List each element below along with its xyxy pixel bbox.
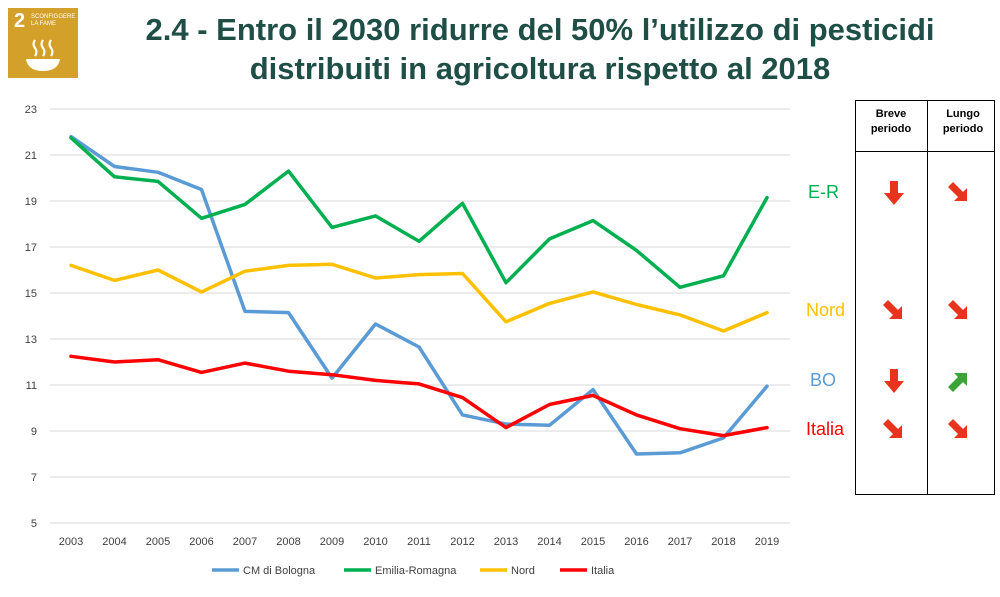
trend-row-label: Italia [806,419,845,439]
x-tick-label: 2008 [276,536,300,548]
x-tick-label: 2013 [494,536,518,548]
sdg-number: 2 [14,10,26,32]
x-tick-label: 2012 [450,536,474,548]
series-line-italia [69,354,769,438]
arrow-down-icon-shape [884,181,904,205]
legend-label: Nord [511,565,535,577]
y-tick-label: 11 [26,380,37,392]
arrow-down-icon [884,181,904,205]
y-tick-label: 5 [31,518,37,530]
arrow-down-right-icon-shape [948,300,967,319]
x-tick-label: 2011 [407,536,431,548]
x-tick-label: 2019 [755,536,779,548]
trend-table-divider [927,101,928,494]
y-tick-label: 13 [25,334,37,346]
legend-label: Italia [591,565,615,577]
y-tick-label: 15 [25,288,37,300]
y-tick-label: 23 [25,104,37,116]
legend-label: Emilia-Romagna [375,565,457,577]
trend-table: Breve periodo Lungo periodo [855,100,995,495]
page-title: 2.4 - Entro il 2030 ridurre del 50% l’ut… [100,10,980,88]
y-tick-label: 17 [25,242,37,254]
sdg-goal-2-logo: 2 SCONFIGGERE LA FAME [8,8,78,78]
arrow-up-right-icon [948,373,967,392]
legend-label: CM di Bologna [243,565,316,577]
col-header-short-term: Breve periodo [870,108,912,135]
x-tick-label: 2005 [146,536,170,548]
trend-row-label: BO [810,370,837,390]
x-tick-label: 2010 [363,536,387,548]
x-tick-label: 2003 [59,536,83,548]
title-line-1: 2.4 - Entro il 2030 ridurre del 50% l’ut… [145,12,935,47]
trend-row-label: E-R [808,182,839,202]
x-tick-label: 2015 [581,536,605,548]
x-tick-label: 2016 [624,536,648,548]
arrow-down-right-icon [948,419,967,438]
arrow-down-right-icon [883,300,902,319]
y-tick-label: 19 [25,196,37,208]
y-tick-label: 9 [31,426,37,438]
arrow-down-right-icon-shape [883,300,902,319]
arrow-up-right-icon-shape [948,373,967,392]
x-tick-label: 2017 [668,536,692,548]
x-tick-label: 2007 [233,536,257,548]
x-tick-label: 2006 [189,536,213,548]
arrow-down-right-icon-shape [883,419,902,438]
arrow-down-right-icon [883,419,902,438]
sdg-goal-text: SCONFIGGERE LA FAME [31,14,76,27]
series-line-cm-di-bologna [69,134,769,456]
x-tick-label: 2004 [102,536,126,548]
trend-table-header [856,101,994,152]
arrow-down-right-icon [948,182,967,201]
y-tick-label: 21 [25,150,37,162]
arrow-down-icon-shape [884,369,904,393]
arrow-down-right-icon-shape [948,419,967,438]
x-tick-label: 2018 [711,536,735,548]
title-line-2: distribuiti in agricoltura rispetto al 2… [249,51,831,86]
y-tick-label: 7 [31,472,37,484]
x-tick-label: 2014 [537,536,561,548]
arrow-down-icon [884,369,904,393]
trend-row-label: Nord [806,300,846,320]
bowl-icon [26,39,60,71]
arrow-down-right-icon [948,300,967,319]
x-tick-label: 2009 [320,536,344,548]
col-header-long-term: Lungo periodo [942,108,984,135]
series-line-nord [69,262,769,333]
series-line-emilia-romagna [69,136,769,290]
arrow-down-right-icon-shape [948,182,967,201]
